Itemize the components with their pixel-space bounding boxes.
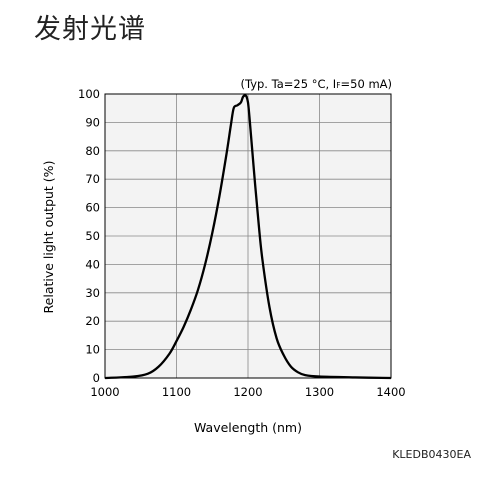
grid-lines <box>105 94 391 378</box>
y-tick-label: 90 <box>85 115 100 129</box>
y-tick-label: 70 <box>85 172 100 186</box>
document-code: KLEDB0430EA <box>392 448 471 461</box>
x-tick-label: 1200 <box>233 385 262 399</box>
y-tick-label: 0 <box>93 371 100 385</box>
plot-frame <box>104 93 392 379</box>
x-tick-label: 1100 <box>162 385 191 399</box>
test-conditions-prefix: (Typ. Ta=25 °C, I <box>240 77 336 91</box>
x-tick-label: 1300 <box>305 385 334 399</box>
y-tick-label: 100 <box>78 87 100 101</box>
y-tick-label: 80 <box>85 144 100 158</box>
y-tick-label: 10 <box>85 343 100 357</box>
page-title: 发射光谱 <box>34 14 146 45</box>
y-tick-labels: 0 10 20 30 40 50 60 70 80 90 100 <box>78 87 100 385</box>
y-tick-label: 30 <box>85 286 100 300</box>
y-axis-label: Relative light output (%) <box>41 161 56 314</box>
y-tick-label: 50 <box>85 229 100 243</box>
x-tick-label: 1400 <box>376 385 405 399</box>
test-conditions-subscript: F <box>336 81 340 90</box>
y-tick-label: 20 <box>85 314 100 328</box>
x-tick-label: 1000 <box>90 385 119 399</box>
x-tick-labels: 1000 1100 1200 1300 1400 <box>90 385 405 399</box>
y-tick-label: 40 <box>85 257 100 271</box>
test-conditions-suffix: =50 mA) <box>341 77 392 91</box>
series-line <box>104 94 392 380</box>
x-axis-label: Wavelength (nm) <box>194 420 302 435</box>
test-conditions: (Typ. Ta=25 °C, IF=50 mA) <box>240 77 392 91</box>
y-tick-label: 60 <box>85 201 100 215</box>
